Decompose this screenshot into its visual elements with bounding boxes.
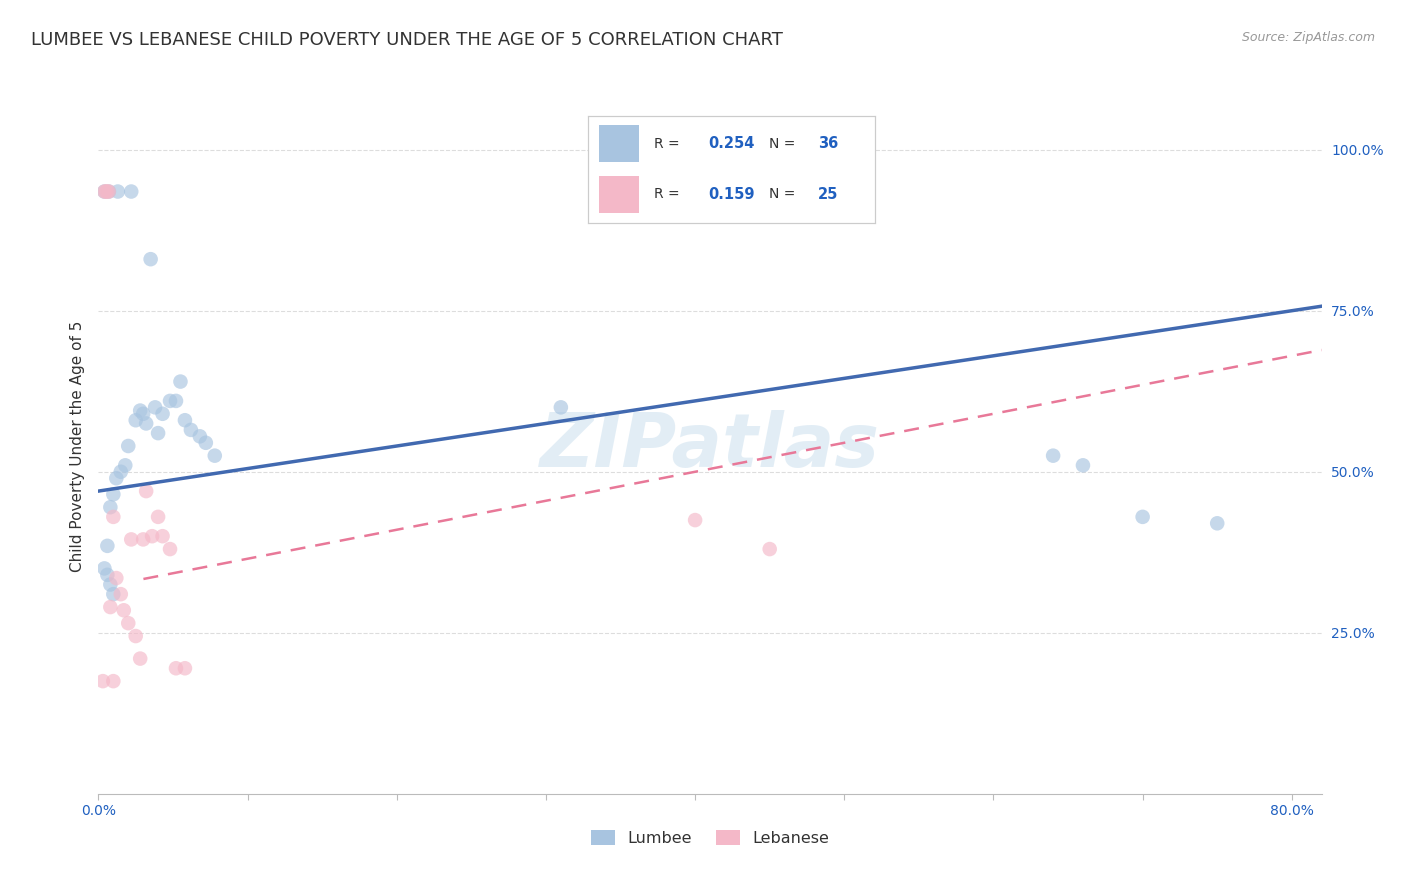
Text: ZIPatlas: ZIPatlas — [540, 409, 880, 483]
Point — [159, 542, 181, 557]
Point — [1206, 516, 1229, 531]
Legend: Lumbee, Lebanese: Lumbee, Lebanese — [585, 823, 835, 852]
Point — [194, 435, 217, 450]
Point — [135, 417, 157, 431]
Text: LUMBEE VS LEBANESE CHILD POVERTY UNDER THE AGE OF 5 CORRELATION CHART: LUMBEE VS LEBANESE CHILD POVERTY UNDER T… — [31, 31, 783, 49]
Point — [1132, 509, 1154, 524]
Point — [96, 539, 118, 553]
Point — [120, 185, 142, 199]
Point — [143, 401, 166, 415]
Point — [152, 407, 174, 421]
Point — [117, 616, 139, 631]
Point — [112, 603, 135, 617]
Point — [146, 426, 169, 441]
Point — [110, 465, 132, 479]
Point — [152, 529, 174, 543]
Point — [98, 500, 121, 515]
Point — [141, 529, 163, 543]
Point — [550, 401, 572, 415]
Point — [114, 458, 136, 473]
Point — [129, 651, 152, 665]
Point — [98, 600, 121, 615]
Point — [91, 674, 114, 689]
Point — [174, 661, 197, 675]
Point — [159, 393, 181, 408]
Point — [169, 375, 191, 389]
Point — [93, 185, 115, 199]
Point — [97, 185, 120, 199]
Point — [180, 423, 202, 437]
Point — [93, 561, 115, 575]
Point — [103, 674, 125, 689]
Point — [96, 185, 118, 199]
Point — [103, 587, 125, 601]
Point — [132, 533, 155, 547]
Point — [146, 509, 169, 524]
Point — [132, 407, 155, 421]
Text: Source: ZipAtlas.com: Source: ZipAtlas.com — [1241, 31, 1375, 45]
Point — [1071, 458, 1094, 473]
Point — [103, 509, 125, 524]
Point — [120, 533, 142, 547]
Point — [1042, 449, 1064, 463]
Point — [98, 577, 121, 591]
Point — [135, 484, 157, 499]
Point — [96, 567, 118, 582]
Point — [125, 629, 148, 643]
Point — [117, 439, 139, 453]
Point — [129, 403, 152, 417]
Point — [110, 587, 132, 601]
Point — [94, 185, 117, 199]
Point — [758, 542, 780, 557]
Point — [165, 393, 187, 408]
Point — [683, 513, 706, 527]
Point — [174, 413, 197, 427]
Point — [93, 185, 115, 199]
Point — [204, 449, 226, 463]
Point — [107, 185, 129, 199]
Point — [188, 429, 211, 443]
Point — [103, 487, 125, 501]
Point — [97, 185, 120, 199]
Point — [139, 252, 162, 267]
Point — [165, 661, 187, 675]
Point — [105, 571, 128, 585]
Point — [105, 471, 128, 485]
Y-axis label: Child Poverty Under the Age of 5: Child Poverty Under the Age of 5 — [69, 320, 84, 572]
Point — [125, 413, 148, 427]
